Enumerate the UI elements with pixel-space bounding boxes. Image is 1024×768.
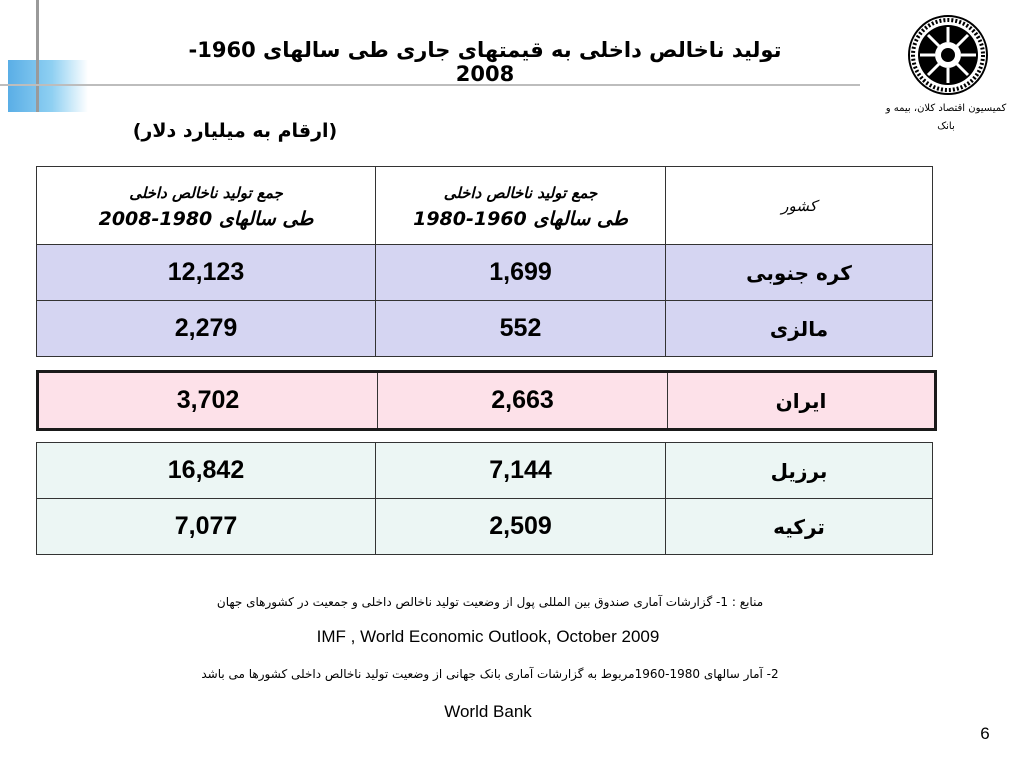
country-cell: مالزی — [665, 300, 933, 357]
table-row-highlighted: ایران 2,663 3,702 — [37, 371, 936, 430]
gdp-1980-2008-cell: 7,077 — [36, 498, 376, 555]
table-row: مالزی 552 2,279 — [36, 300, 933, 357]
header-gdp-1960-1980: جمع تولید ناخالص داخلی طی سالهای 1960-19… — [375, 166, 666, 245]
decorative-blue-block — [8, 60, 88, 112]
table-header-row: کشور جمع تولید ناخالص داخلی طی سالهای 19… — [36, 166, 933, 245]
commission-line-1: کمیسیون اقتصاد کلان، بیمه و — [885, 103, 1007, 114]
gdp-1960-1980-cell: 1,699 — [375, 244, 666, 301]
gdp-1980-2008-cell: 12,123 — [36, 244, 376, 301]
table-row: برزیل 7,144 16,842 — [36, 442, 933, 499]
source-imf: IMF , World Economic Outlook, October 20… — [316, 627, 660, 646]
header-country: کشور — [665, 166, 933, 245]
header-gdp-1980-2008: جمع تولید ناخالص داخلی طی سالهای 1980-20… — [36, 166, 376, 245]
gdp-1980-2008-cell: 16,842 — [36, 442, 376, 499]
header-gdp-1980-2008-line1: جمع تولید ناخالص داخلی — [129, 183, 283, 202]
gdp-table-group-iran: ایران 2,663 3,702 — [36, 370, 937, 431]
gdp-1960-1980-cell: 552 — [375, 300, 666, 357]
gdp-table-group-3: برزیل 7,144 16,842 ترکیه 2,509 7,077 — [36, 442, 933, 555]
page-number: 6 — [980, 724, 990, 743]
gdp-1960-1980-cell: 2,663 — [377, 371, 668, 430]
decorative-vertical-line — [36, 0, 39, 112]
decorative-horizontal-line — [0, 84, 860, 86]
gdp-1960-1980-cell: 2,509 — [375, 498, 666, 555]
source-note-1: منابع : 1- گزارشات آماری صندوق بین الملل… — [216, 595, 764, 609]
gdp-table-group-1: کشور جمع تولید ناخالص داخلی طی سالهای 19… — [36, 166, 933, 357]
header-gdp-1960-1980-line2: طی سالهای 1960-1980 — [413, 207, 628, 230]
country-cell: برزیل — [665, 442, 933, 499]
header-gdp-1980-2008-line2: طی سالهای 1980-2008 — [98, 207, 314, 230]
source-world-bank: World Bank — [444, 702, 532, 721]
chamber-of-commerce-seal-icon — [908, 15, 988, 95]
slide-title: تولید ناخالص داخلی به قیمتهای جاری طی سا… — [188, 38, 782, 86]
header-gdp-1960-1980-line1: جمع تولید ناخالص داخلی — [443, 183, 598, 202]
country-cell: کره جنوبی — [665, 244, 933, 301]
commission-line-2: بانک — [937, 121, 955, 132]
country-cell: ایران — [667, 371, 936, 430]
unit-note: (ارقام به میلیارد دلار) — [132, 120, 338, 142]
gdp-1980-2008-cell: 3,702 — [37, 371, 378, 430]
table-row: ترکیه 2,509 7,077 — [36, 498, 933, 555]
gdp-1980-2008-cell: 2,279 — [36, 300, 376, 357]
gdp-1960-1980-cell: 7,144 — [375, 442, 666, 499]
country-cell: ترکیه — [665, 498, 933, 555]
table-row: کره جنوبی 1,699 12,123 — [36, 244, 933, 301]
source-note-2: 2- آمار سالهای 1980-1960مربوط به گزارشات… — [201, 667, 779, 681]
commission-name: کمیسیون اقتصاد کلان، بیمه و بانک — [866, 100, 1024, 136]
